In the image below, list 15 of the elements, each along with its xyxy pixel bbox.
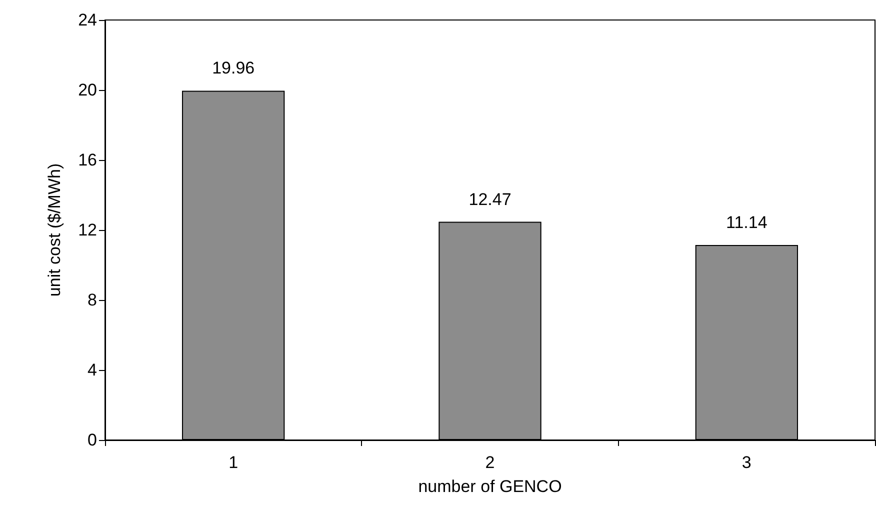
y-tick-label: 20 bbox=[78, 80, 97, 100]
y-tick-label: 8 bbox=[88, 290, 97, 310]
x-axis-title: number of GENCO bbox=[418, 477, 562, 496]
x-tick-label: 2 bbox=[485, 453, 495, 472]
x-tick-label: 1 bbox=[228, 453, 238, 472]
y-axis-title: unit cost ($/MWh) bbox=[45, 163, 64, 297]
y-tick-label: 24 bbox=[78, 10, 97, 30]
y-tick-label: 16 bbox=[78, 150, 97, 170]
x-tick-label: 3 bbox=[742, 453, 752, 472]
data-label: 12.47 bbox=[468, 190, 512, 209]
data-label: 19.96 bbox=[212, 58, 255, 78]
y-tick-label: 0 bbox=[88, 430, 97, 450]
y-tick-label: 12 bbox=[78, 220, 97, 240]
data-label: 11.14 bbox=[726, 213, 768, 232]
y-tick-label: 4 bbox=[88, 360, 97, 380]
